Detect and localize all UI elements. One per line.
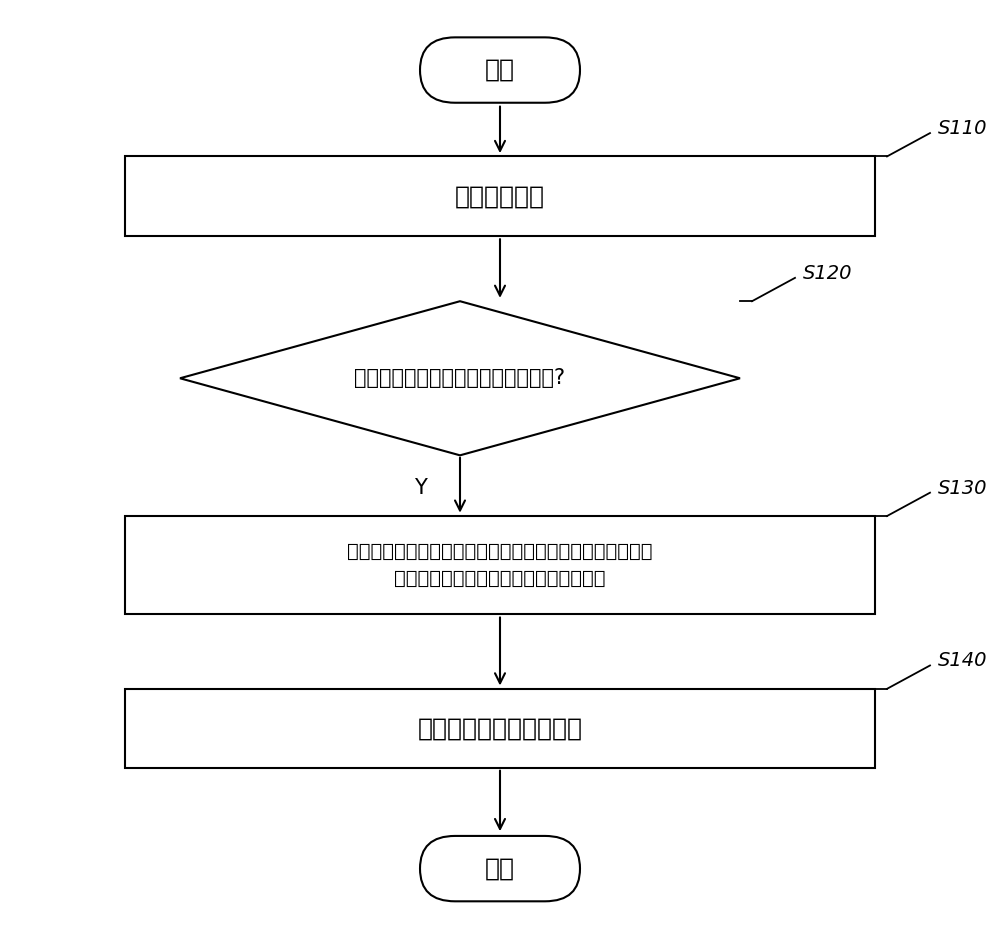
Bar	[125, 156, 875, 235]
Text: 获取语音信息: 获取语音信息	[455, 184, 545, 208]
FancyBboxPatch shape	[420, 836, 580, 901]
FancyBboxPatch shape	[420, 37, 580, 103]
Text: 根据用户的历史数据，确定与所述语音信息匹配度最高的操
作指令为与所述语音信息对应的操作指令: 根据用户的历史数据，确定与所述语音信息匹配度最高的操 作指令为与所述语音信息对应…	[347, 543, 653, 587]
Text: 结束: 结束	[485, 856, 515, 881]
Polygon shape	[180, 301, 740, 456]
Bar	[125, 516, 875, 615]
Bar	[125, 689, 875, 768]
Text: S140: S140	[938, 651, 988, 671]
Text: 判断所述语音信息是否存在缺失信息?: 判断所述语音信息是否存在缺失信息?	[354, 368, 566, 389]
Text: S130: S130	[938, 478, 988, 498]
Text: Y: Y	[414, 477, 426, 498]
Text: 响应所述对应的操作指令: 响应所述对应的操作指令	[418, 716, 582, 741]
Text: S110: S110	[938, 119, 988, 138]
Text: S120: S120	[803, 263, 852, 283]
Text: 开始: 开始	[485, 58, 515, 82]
